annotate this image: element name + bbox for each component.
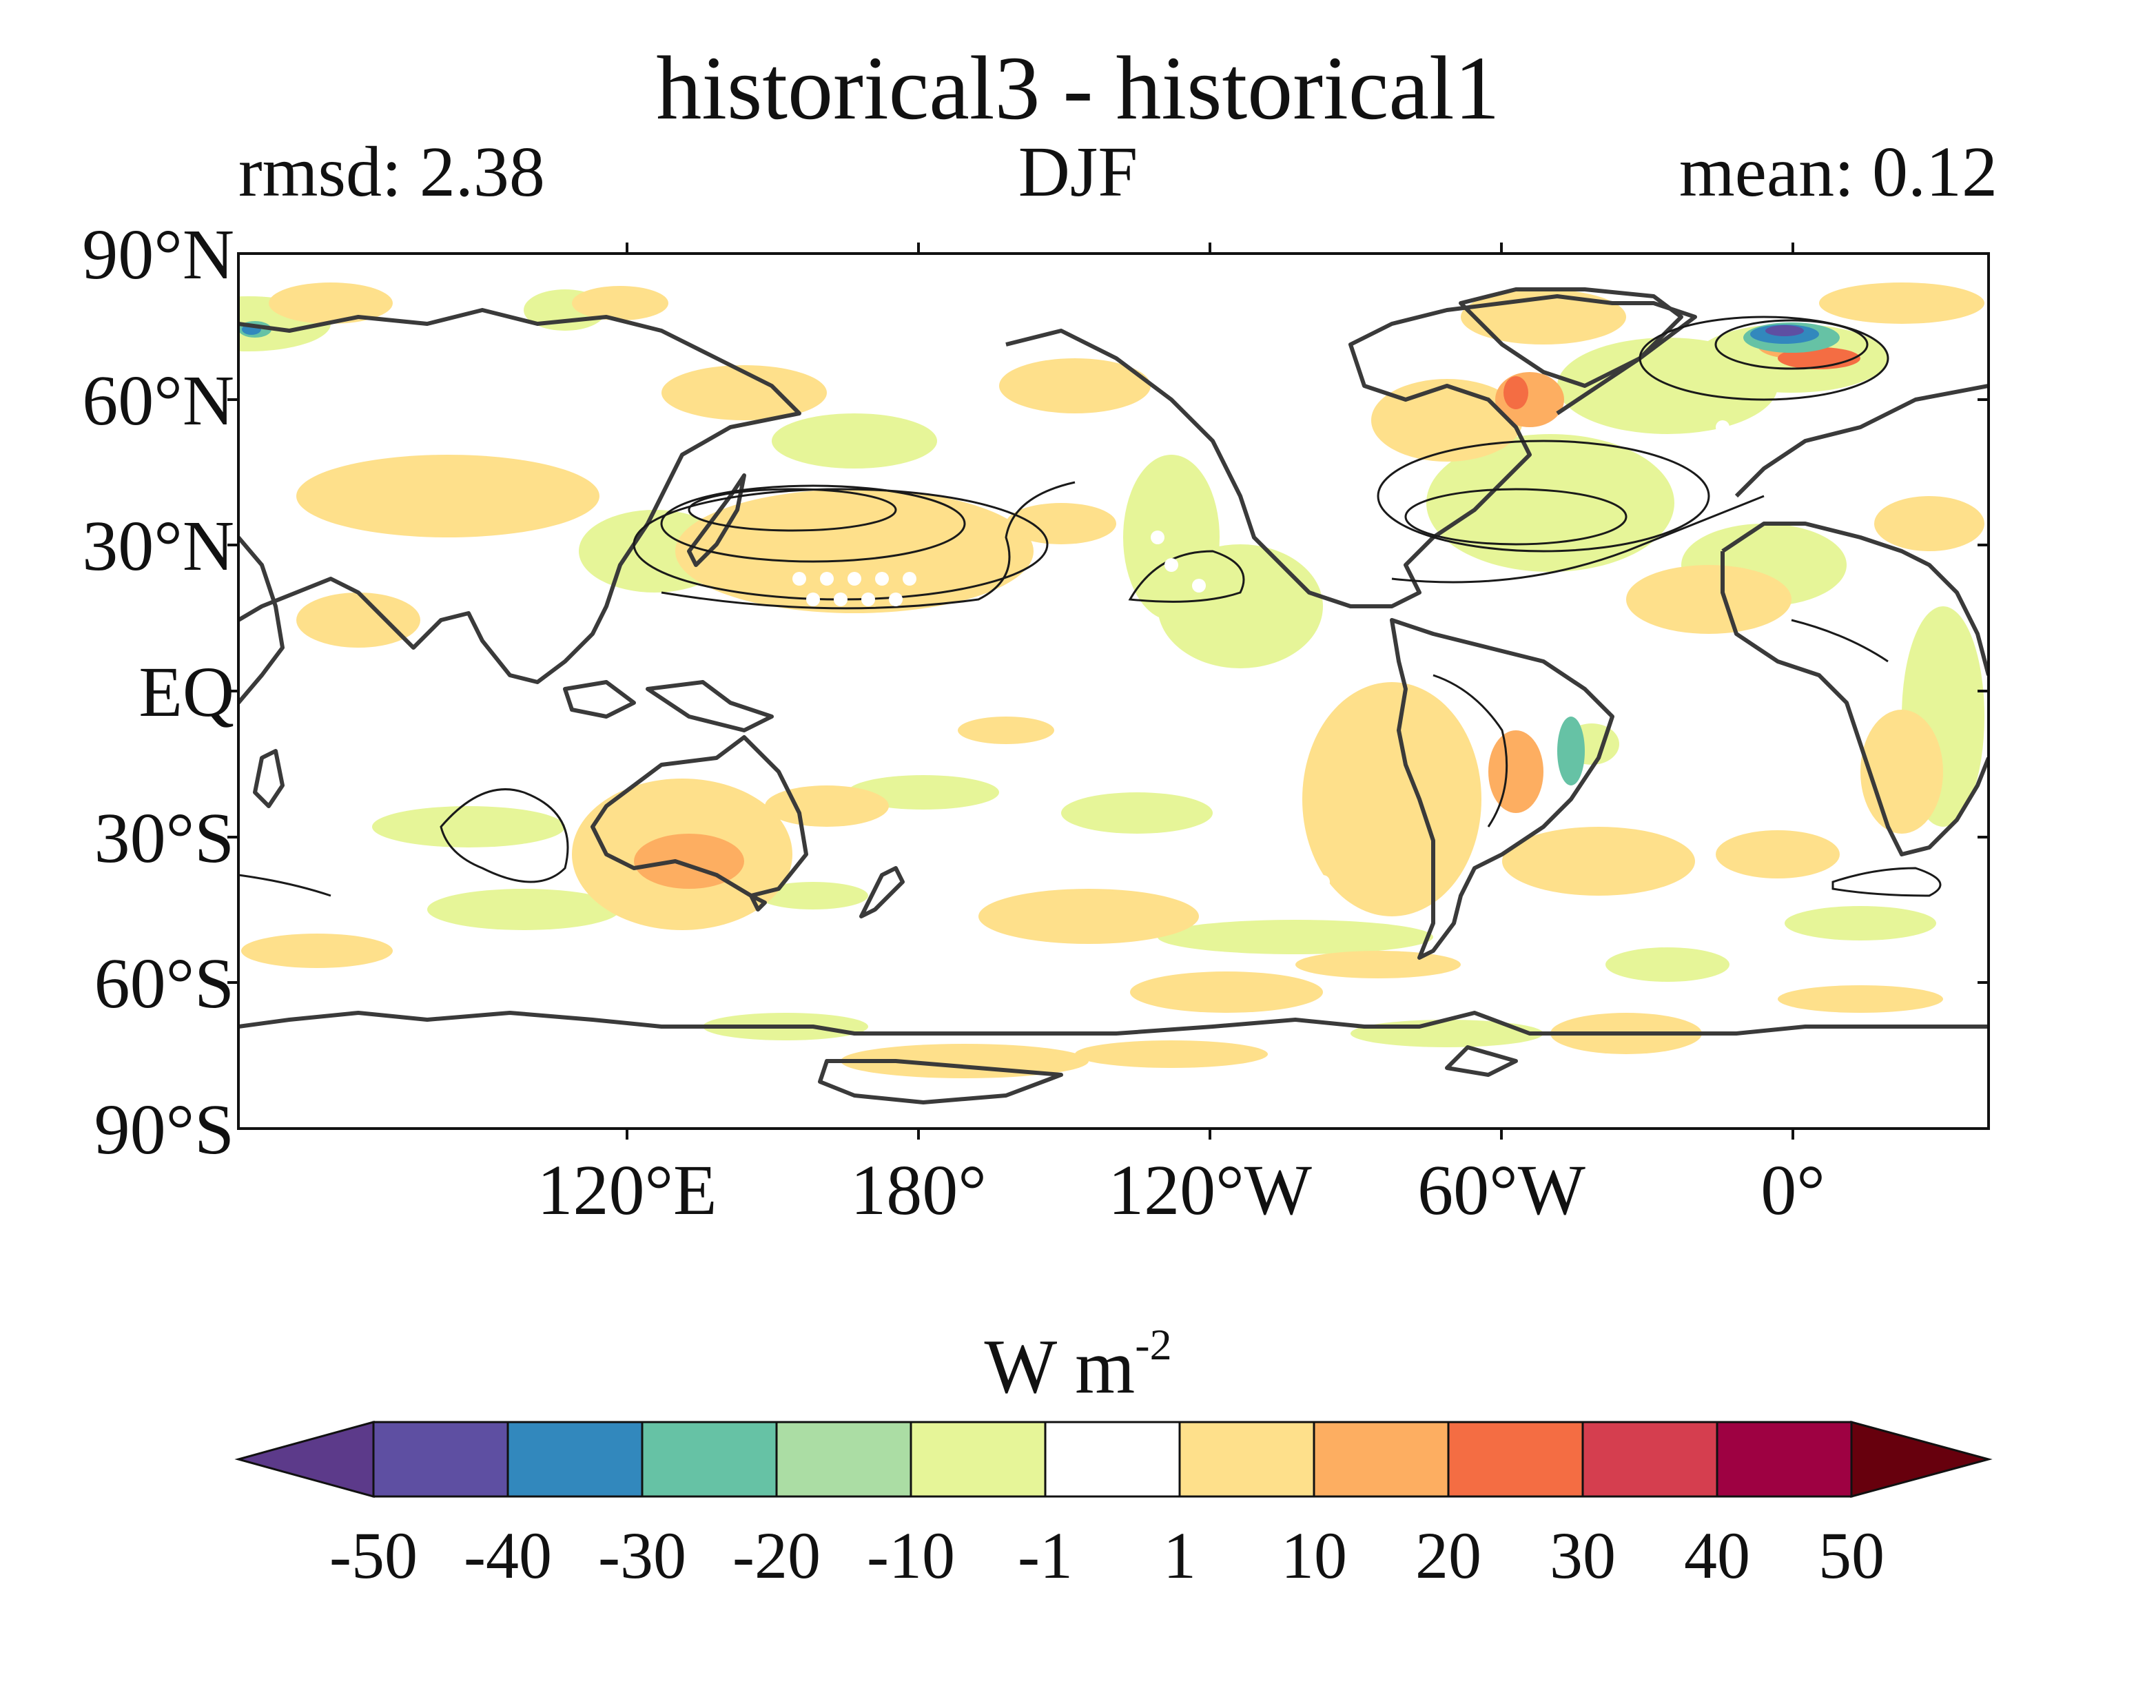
- lat-label-90s: 90°S: [94, 1090, 234, 1169]
- colorbar-bin: [1044, 1421, 1181, 1498]
- lat-label-60n: 60°N: [82, 361, 234, 440]
- colorbar-bin: [1716, 1421, 1853, 1498]
- colorbar-bin: [1447, 1421, 1584, 1498]
- colorbar-over-triangle: [1850, 1421, 1993, 1498]
- colorbar-bin: [1313, 1421, 1450, 1498]
- rmsd-label: rmsd: 2.38: [238, 132, 545, 212]
- colorbar-tick-label: 50: [1818, 1519, 1885, 1592]
- lon-label-120w: 120°W: [1108, 1151, 1312, 1230]
- colorbar-bin: [1178, 1421, 1315, 1498]
- colorbar-tick-label: 20: [1415, 1519, 1481, 1592]
- lat-label-90n: 90°N: [82, 215, 234, 294]
- unit-base: W m: [984, 1324, 1136, 1410]
- lat-label-30s: 30°S: [94, 799, 234, 878]
- colorbar-under-triangle: [234, 1421, 375, 1498]
- colorbar-bin: [775, 1421, 912, 1498]
- colorbar-tick-label: -40: [464, 1519, 552, 1592]
- mean-label: mean: 0.12: [1678, 132, 1998, 212]
- lon-label-60w: 60°W: [1417, 1151, 1585, 1230]
- anomaly-field: [238, 282, 1989, 1104]
- season-label: DJF: [1018, 132, 1138, 212]
- colorbar-bin: [910, 1421, 1047, 1498]
- axis-ticks: [227, 243, 1989, 1140]
- map-title: historical3 - historical1: [656, 37, 1500, 138]
- colorbar-bin: [506, 1421, 644, 1498]
- colorbar-tick-label: 10: [1281, 1519, 1347, 1592]
- colorbar-tick-label: 30: [1550, 1519, 1616, 1592]
- colorbar-unit: W m-2: [0, 1323, 2156, 1406]
- colorbar-tick-label: -50: [329, 1519, 418, 1592]
- colorbar-tick-label: 1: [1163, 1519, 1196, 1592]
- colorbar-bin: [372, 1421, 509, 1498]
- lon-label-180: 180°: [850, 1151, 987, 1230]
- lat-label-60s: 60°S: [94, 944, 234, 1023]
- colorbar-tick-label: 40: [1684, 1519, 1750, 1592]
- colorbar-bin: [641, 1421, 778, 1498]
- colorbar-tick-label: -1: [1018, 1519, 1073, 1592]
- unit-exponent: -2: [1135, 1320, 1172, 1369]
- colorbar-bin: [1581, 1421, 1718, 1498]
- colorbar-tick-label: -30: [598, 1519, 686, 1592]
- lon-label-120e: 120°E: [537, 1151, 717, 1230]
- colorbar-tick-label: -20: [732, 1519, 821, 1592]
- lon-label-0: 0°: [1760, 1151, 1825, 1230]
- colorbar: [234, 1421, 1993, 1498]
- lat-label-30n: 30°N: [82, 506, 234, 586]
- lat-label-eq: EQ: [138, 652, 234, 732]
- colorbar-tick-label: -10: [867, 1519, 955, 1592]
